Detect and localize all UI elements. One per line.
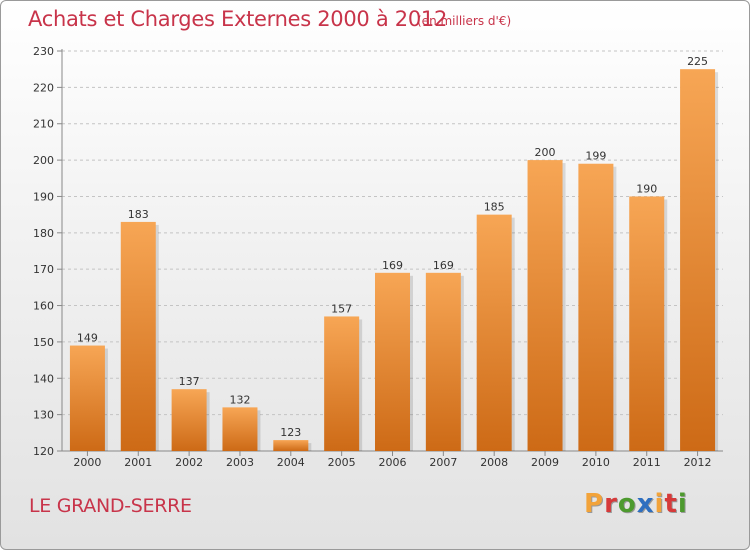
x-tick-label: 2010	[582, 456, 610, 469]
chart-title: Achats et Charges Externes 2000 à 2012	[28, 7, 448, 31]
data-label: 123	[280, 426, 301, 439]
y-tick-label: 160	[33, 300, 54, 313]
bar[interactable]	[680, 69, 716, 451]
bar[interactable]	[527, 160, 563, 451]
logo-letter: o	[617, 489, 637, 519]
data-label: 185	[484, 201, 505, 214]
place-name: LE GRAND-SERRE	[29, 495, 192, 517]
x-tick-label: 2003	[226, 456, 254, 469]
x-tick-label: 2002	[175, 456, 203, 469]
y-tick-label: 230	[33, 45, 54, 58]
data-label: 190	[636, 182, 657, 195]
bar[interactable]	[476, 214, 512, 451]
x-tick-label: 2006	[379, 456, 407, 469]
y-tick-label: 200	[33, 154, 54, 167]
y-tick-label: 120	[33, 445, 54, 458]
logo-letter: i	[677, 489, 688, 519]
x-tick-label: 2004	[277, 456, 305, 469]
x-tick-label: 2001	[124, 456, 152, 469]
bar[interactable]	[375, 272, 410, 451]
bar[interactable]	[324, 316, 360, 451]
logo-letter: P	[584, 489, 605, 519]
y-tick-label: 150	[33, 336, 54, 349]
y-tick-label: 220	[33, 81, 54, 94]
y-tick-label: 170	[33, 263, 54, 276]
logo-letter: t	[664, 489, 678, 519]
data-label: 169	[433, 259, 454, 272]
x-tick-label: 2009	[531, 456, 559, 469]
x-tick-label: 2012	[684, 456, 712, 469]
bar[interactable]	[629, 196, 665, 451]
data-label: 132	[229, 393, 250, 406]
data-label: 199	[585, 150, 606, 163]
y-tick-label: 190	[33, 190, 54, 203]
bar[interactable]	[578, 163, 614, 451]
x-tick-label: 2000	[73, 456, 101, 469]
data-label: 137	[179, 375, 200, 388]
bar[interactable]	[69, 345, 105, 451]
bar[interactable]	[425, 272, 461, 451]
data-label: 169	[382, 259, 403, 272]
data-label: 200	[535, 146, 556, 159]
x-tick-label: 2005	[328, 456, 356, 469]
bar[interactable]	[171, 389, 207, 451]
chart-unit: (en milliers d'€)	[417, 14, 512, 28]
logo-letter: x	[636, 489, 655, 519]
data-label: 157	[331, 302, 352, 315]
data-label: 225	[687, 55, 708, 68]
data-label: 149	[77, 332, 98, 345]
x-tick-label: 2007	[429, 456, 457, 469]
x-tick-label: 2008	[480, 456, 508, 469]
y-tick-label: 140	[33, 372, 54, 385]
proxiti-logo[interactable]: Proxiti	[584, 489, 688, 519]
bars	[69, 69, 719, 451]
y-tick-label: 210	[33, 118, 54, 131]
y-tick-label: 180	[33, 227, 54, 240]
data-label: 183	[128, 208, 149, 221]
logo-letter: r	[604, 489, 618, 519]
bar[interactable]	[222, 407, 258, 451]
bar[interactable]	[273, 440, 309, 451]
logo-letter: i	[654, 489, 665, 519]
x-tick-label: 2011	[633, 456, 661, 469]
y-tick-label: 130	[33, 409, 54, 422]
bar[interactable]	[120, 221, 156, 451]
labels: 120 130 140 150 160 170 180 190 200 210 220 230 2000…	[33, 45, 712, 469]
